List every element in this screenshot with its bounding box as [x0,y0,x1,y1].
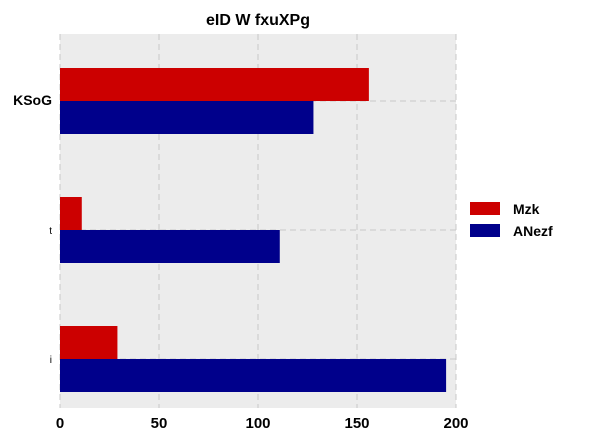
x-tick-label: 0 [56,415,64,432]
x-axis-ticks: 0 50 100 150 200 [56,415,469,432]
x-tick-label: 200 [443,415,468,432]
y-axis-categories: KSoG t i [13,92,52,366]
y-category-label: KSoG [13,92,52,108]
y-category-label: i [50,355,52,366]
x-tick-label: 150 [344,415,369,432]
legend-swatch-ANezf [470,224,500,237]
y-category-label: t [49,226,52,237]
legend-label-Mzk: Mzk [513,201,540,217]
bar-Mzk-i [60,326,118,359]
bar-Mzk-KSoG [60,68,369,101]
legend-swatch-Mzk [470,202,500,215]
x-tick-label: 50 [151,415,168,432]
x-tick-label: 100 [245,415,270,432]
chart-title: eID W fxuXPg [206,12,310,29]
bars-group [60,68,447,392]
bar-ANezf-i [60,359,447,392]
bar-ANezf-t [60,230,280,263]
bar-ANezf-KSoG [60,101,314,134]
bar-Mzk-t [60,197,82,230]
legend-label-ANezf: ANezf [513,223,553,239]
legend: Mzk ANezf [470,201,553,239]
